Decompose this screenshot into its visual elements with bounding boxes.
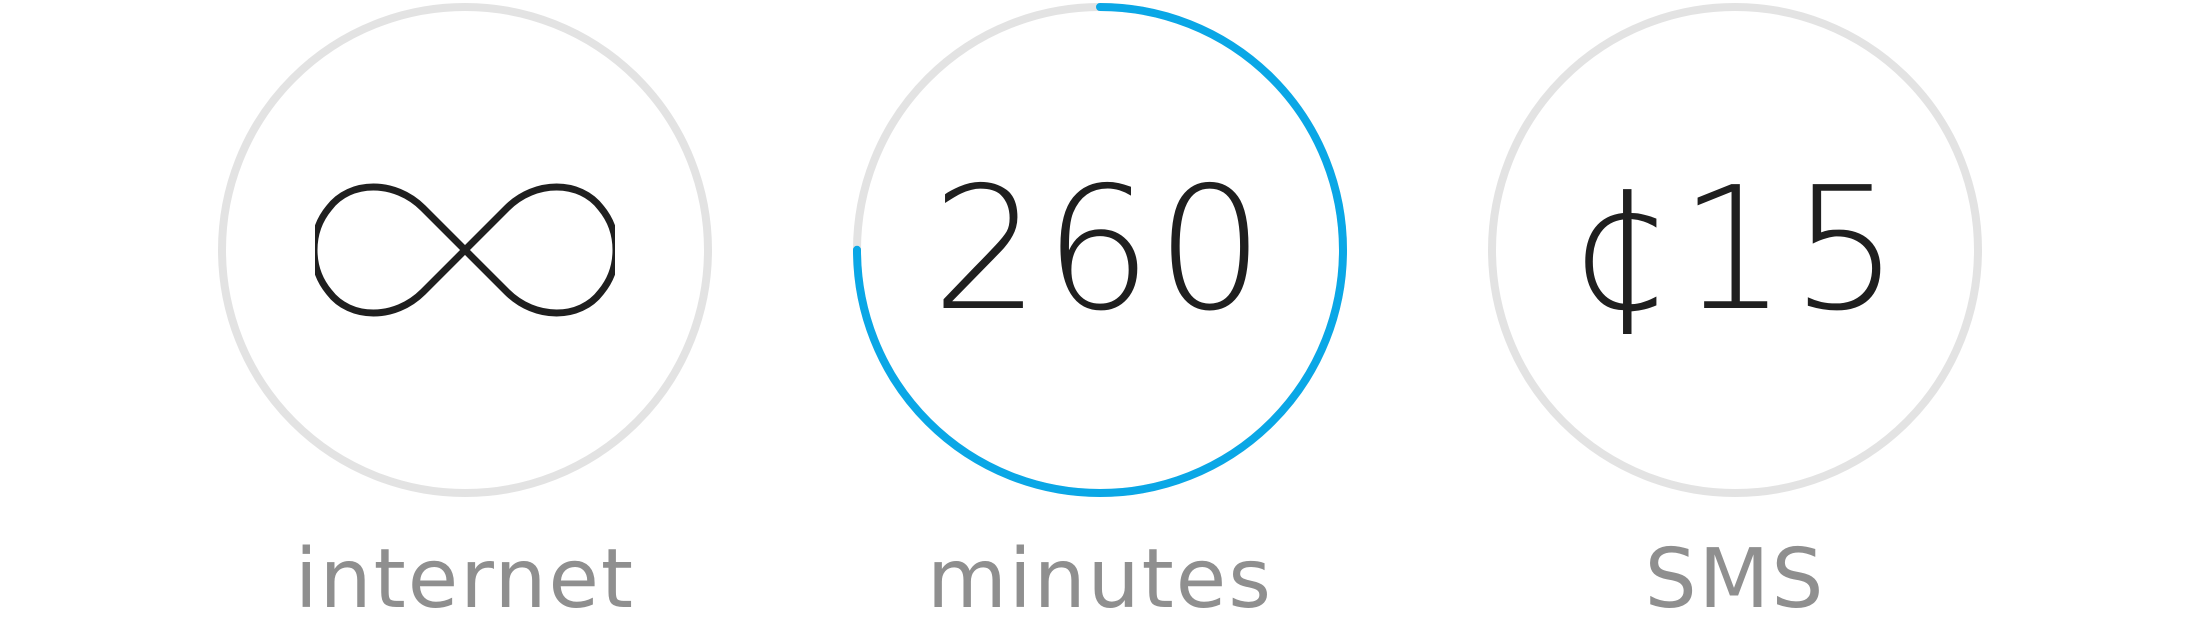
minutes-value: 260: [931, 151, 1269, 349]
tile-internet: internet: [205, 0, 725, 634]
minutes-ring: [853, 3, 1347, 497]
tile-label: SMS: [1644, 532, 1826, 627]
tile-sms: ¢15 SMS: [1475, 0, 1995, 634]
infinity-icon: [315, 183, 615, 317]
tile-label: minutes: [927, 532, 1273, 627]
sms-ring: [1488, 3, 1982, 497]
tile-label: internet: [294, 532, 636, 627]
ring-progress: [853, 3, 1347, 497]
sms-value: ¢15: [1566, 151, 1904, 349]
tile-minutes: 260 minutes: [840, 0, 1360, 634]
ring-track: [218, 3, 712, 497]
ring-track: [1488, 3, 1982, 497]
internet-ring: [218, 3, 712, 497]
